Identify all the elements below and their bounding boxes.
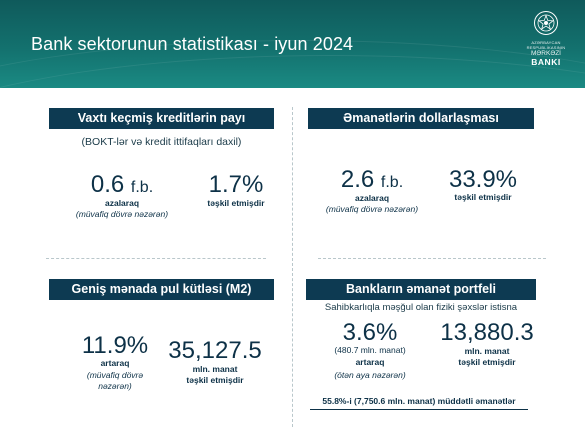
deposit-portfolio-growth-note: (ötən aya nəzərən) [334,370,406,380]
deposit-portfolio-total-value: 13,880.3 [440,319,534,346]
money-supply-growth-note: nəzərən) [98,381,132,391]
deposit-dollarization-title: Əmanətlərin dollarlaşması [308,108,534,129]
deposit-portfolio-growth-detail: (480.7 mln. manat) [334,345,406,355]
money-supply-total-label: təşkil etmişdir [186,375,244,385]
deposit-portfolio-total-label: təşkil etmişdir [458,357,516,367]
dollarization-share-label: təşkil etmişdir [454,192,512,202]
horizontal-divider [318,258,546,259]
overdue-loans-share-label: təşkil etmişdir [207,198,265,208]
vertical-divider [292,107,293,427]
deposit-portfolio-title: Bankların əmanət portfeli [306,279,536,300]
deposit-portfolio-growth-label: artaraq [355,357,385,367]
page-title: Bank sektorunun statistikası - iyun 2024 [31,34,354,54]
logo-line: BANKI [531,57,561,67]
horizontal-divider [46,258,266,259]
money-supply-growth-value: 11.9% [81,332,149,359]
overdue-loans-subtitle: (BOKT-lər və kredit ittifaqları daxil) [81,136,242,148]
overdue-loans-change-label: azalaraq [104,198,140,208]
header-wave-decoration [0,40,585,88]
overdue-loans-change-value: 0.6 f.b. [62,172,182,201]
overdue-loans-share-value: 1.7% [208,171,264,198]
money-supply-growth-note: (müvafiq dövrə [86,370,144,380]
logo-line: RESPUBLİKASININ [526,45,566,50]
value: 2.6 [340,166,375,193]
central-bank-logo: AZƏRBAYCAN RESPUBLİKASININ MƏRKƏZİ BANKI [518,10,574,82]
money-supply-total-unit: mln. manat [192,364,238,374]
dollarization-change-label: azalaraq [354,193,390,203]
time-deposits-note: 55.8%-i (7,750.6 mln. manat) müddətli əm… [310,396,528,410]
overdue-loans-change-note: (müvafiq dövrə nəzərən) [75,209,169,219]
unit: f.b. [130,179,154,196]
deposit-portfolio-total-unit: mln. manat [464,346,510,356]
deposit-portfolio-growth-value: 3.6% [342,319,398,346]
money-supply-total-value: 35,127.5 [168,337,262,364]
overdue-loans-title: Vaxtı keçmiş kreditlərin payı [49,108,274,129]
value: 0.6 [90,171,125,198]
header-wave-decoration [0,55,585,88]
dollarization-change-value: 2.6 f.b. [312,167,432,196]
logo-line: MƏRKƏZİ [530,50,561,57]
logo-line: AZƏRBAYCAN [531,40,561,45]
emblem-icon [534,11,558,35]
money-supply-title: Geniş mənada pul kütləsi (M2) [49,279,274,300]
deposit-portfolio-subtitle: Sahibkarlıqla məşğul olan fiziki şəxslər… [324,302,518,313]
header-banner: Bank sektorunun statistikası - iyun 2024… [0,0,585,88]
money-supply-growth-label: artaraq [100,358,130,368]
unit: f.b. [380,174,404,191]
dollarization-change-note: (müvafiq dövrə nəzərən) [325,204,419,214]
dollarization-share-value: 33.9% [448,166,518,193]
